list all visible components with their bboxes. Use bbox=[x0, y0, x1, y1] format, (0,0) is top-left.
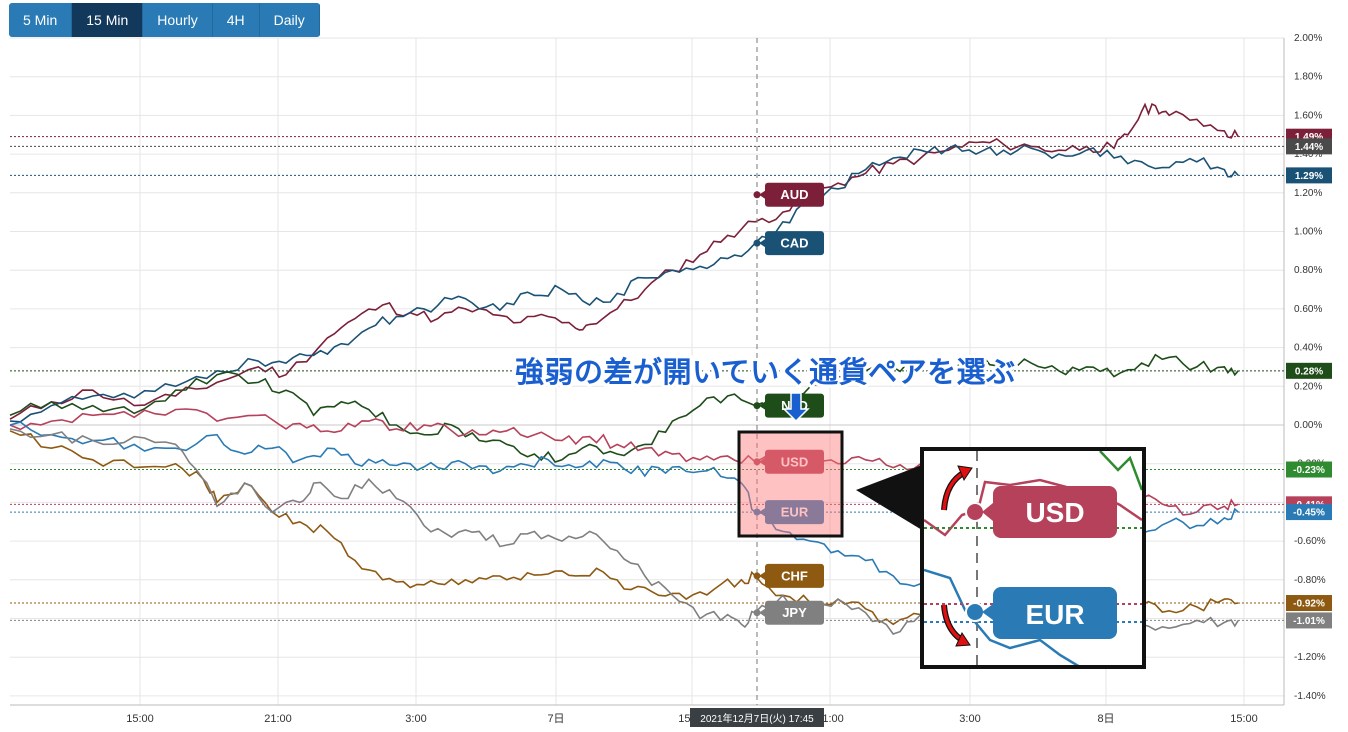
timeframe-button-daily[interactable]: Daily bbox=[259, 3, 320, 37]
series-label-pointer bbox=[759, 401, 765, 410]
x-tick-label: 15:00 bbox=[126, 713, 154, 725]
zoom-eur-text: EUR bbox=[1025, 599, 1084, 630]
edge-label-box bbox=[1286, 167, 1332, 184]
y-tick-label: -0.80% bbox=[1294, 575, 1326, 586]
y-tick-label: 1.80% bbox=[1294, 72, 1322, 83]
edge-label-text: 0.28% bbox=[1295, 366, 1323, 377]
x-tick-label: 15:00 bbox=[1230, 713, 1258, 725]
x-tick-label: 3:00 bbox=[959, 713, 980, 725]
edge-label-text: 1.49% bbox=[1295, 132, 1323, 143]
series-label-pointer bbox=[759, 608, 765, 617]
series-labels: AUDCADNZDUSDCHFEURJPY bbox=[753, 182, 824, 625]
series-label-text: CHF bbox=[781, 568, 808, 583]
crosshair-dot-chf bbox=[753, 572, 761, 580]
edge-label-text: -1.01% bbox=[1293, 616, 1325, 627]
crosshair-time-label: 2021年12月7日(火) 17:45 bbox=[690, 708, 824, 727]
zoom-nzd-line bbox=[1099, 451, 1142, 491]
zoom-eur-dot bbox=[965, 602, 985, 622]
y-tick-label: -1.20% bbox=[1294, 652, 1326, 663]
series-label-aud bbox=[765, 182, 824, 207]
series-label-text: USD bbox=[781, 454, 808, 469]
zoom-usd-dot bbox=[965, 502, 985, 522]
edge-label-box bbox=[1286, 138, 1332, 155]
y-tick-label: 1.40% bbox=[1294, 149, 1322, 160]
timeframe-button-hourly[interactable]: Hourly bbox=[143, 3, 213, 37]
series-label-pointer bbox=[759, 508, 765, 517]
edge-label-box bbox=[1286, 612, 1332, 629]
series-label-pointer bbox=[759, 190, 765, 199]
crosshair-dot-eur bbox=[753, 508, 761, 516]
series-label-cad bbox=[765, 231, 824, 256]
series-label-text: JPY bbox=[782, 605, 807, 620]
y-tick-label: 0.60% bbox=[1294, 304, 1322, 315]
series-label-pointer bbox=[759, 571, 765, 580]
x-tick-label: 21:00 bbox=[264, 713, 292, 725]
edge-label-box bbox=[1286, 595, 1332, 612]
timeframe-button-4h[interactable]: 4H bbox=[212, 3, 260, 37]
highlight-rect bbox=[737, 430, 844, 538]
timeframe-toolbar: 5 Min 15 Min Hourly 4H Daily bbox=[9, 3, 320, 37]
series-label-text: EUR bbox=[781, 505, 809, 520]
edge-label-text: 1.29% bbox=[1295, 171, 1323, 182]
timeframe-button-15-min[interactable]: 15 Min bbox=[72, 3, 144, 37]
series-label-chf bbox=[765, 563, 824, 588]
x-tick-label: 8日 bbox=[1097, 713, 1114, 725]
edge-labels: 1.49%1.44%1.29%0.28%-0.23%-0.41%-0.45%-0… bbox=[10, 128, 1332, 629]
zoom-callout: USD EUR bbox=[920, 447, 1146, 669]
y-tick-label: 0.20% bbox=[1294, 381, 1322, 392]
series-line-aud bbox=[9, 102, 1239, 420]
zoom-usd-label bbox=[993, 486, 1117, 538]
crosshair-dot-jpy bbox=[753, 609, 761, 617]
series-label-eur bbox=[765, 500, 824, 525]
y-tick-label: 2.00% bbox=[1294, 33, 1322, 44]
x-tick-label: 3:00 bbox=[405, 713, 426, 725]
zoom-eur-line bbox=[924, 568, 1080, 665]
edge-label-text: -0.92% bbox=[1293, 599, 1325, 610]
series-label-usd bbox=[765, 449, 824, 474]
y-tick-label: -1.40% bbox=[1294, 691, 1326, 702]
crosshair-dot-aud bbox=[753, 191, 761, 199]
crosshair-dot-nzd bbox=[753, 402, 761, 410]
series-label-text: CAD bbox=[780, 236, 808, 251]
callout-pointer bbox=[856, 465, 922, 530]
down-arrow-icon bbox=[782, 392, 810, 423]
edge-label-text: -0.23% bbox=[1293, 465, 1325, 476]
y-tick-label: 1.20% bbox=[1294, 188, 1322, 199]
y-tick-label: 1.00% bbox=[1294, 227, 1322, 238]
series-label-pointer bbox=[759, 239, 765, 248]
y-tick-label: -0.60% bbox=[1294, 536, 1326, 547]
edge-label-box bbox=[1286, 504, 1332, 521]
y-tick-label: 0.00% bbox=[1294, 420, 1322, 431]
series-label-text: AUD bbox=[780, 187, 808, 202]
series-line-cad bbox=[9, 144, 1239, 423]
edge-label-text: 1.44% bbox=[1295, 142, 1323, 153]
zoom-usd-text: USD bbox=[1025, 497, 1084, 528]
x-tick-label: 7日 bbox=[547, 713, 564, 725]
headline-text: 強弱の差が開いていく通貨ペアを選ぶ bbox=[515, 355, 1016, 389]
edge-label-box bbox=[1286, 461, 1332, 478]
timeframe-button-5-min[interactable]: 5 Min bbox=[9, 3, 73, 37]
crosshair-dot-usd bbox=[753, 458, 761, 466]
y-tick-label: 0.40% bbox=[1294, 343, 1322, 354]
y-tick-label: 0.80% bbox=[1294, 265, 1322, 276]
y-tick-label: 1.60% bbox=[1294, 110, 1322, 121]
highlight-box bbox=[737, 392, 922, 538]
crosshair-dot-cad bbox=[753, 239, 761, 247]
series-label-pointer bbox=[759, 457, 765, 466]
series-label-jpy bbox=[765, 600, 824, 625]
zoom-eur-label bbox=[993, 587, 1117, 639]
edge-label-text: -0.45% bbox=[1293, 508, 1325, 519]
edge-label-box bbox=[1286, 362, 1332, 379]
